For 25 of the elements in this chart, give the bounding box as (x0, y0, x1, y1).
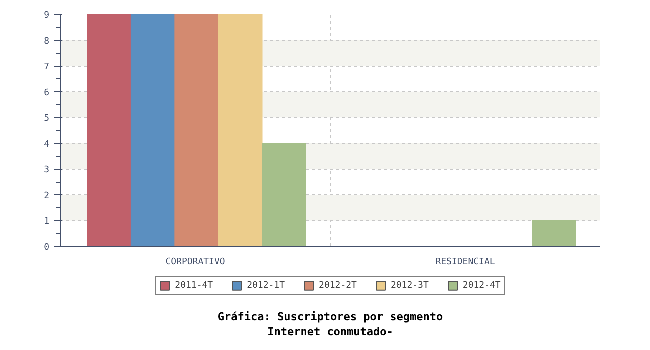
bar (174, 14, 220, 246)
legend-label: 2012-4T (462, 280, 501, 290)
y-tick-label: 6 (44, 88, 50, 98)
y-tick-label: 4 (44, 140, 50, 150)
legend-label: 2011-4T (175, 280, 214, 290)
bar (130, 14, 176, 246)
bar (532, 220, 576, 246)
y-tick-label: 7 (44, 62, 50, 73)
x-tick-label: CORPORATIVO (166, 258, 226, 268)
y-tick-label: 3 (44, 166, 50, 176)
bar (262, 143, 306, 246)
y-tick-label: 8 (44, 36, 50, 47)
legend-label: 2012-1T (247, 280, 286, 290)
y-tick-label: 1 (44, 217, 50, 228)
text: Gráfica: Suscriptores por segmento (218, 310, 444, 324)
legend-label: 2012-3T (390, 280, 429, 290)
y-tick-label: 5 (44, 114, 50, 124)
y-tick-label: 2 (44, 191, 50, 202)
text: Internet conmutado- (268, 326, 394, 338)
legend-label: 2012-2T (319, 280, 357, 290)
bar (87, 14, 132, 246)
y-tick-label: 9 (44, 11, 50, 21)
bar (218, 14, 263, 246)
y-tick-label: 0 (44, 243, 50, 253)
x-tick-label: RESIDENCIAL (436, 258, 496, 268)
